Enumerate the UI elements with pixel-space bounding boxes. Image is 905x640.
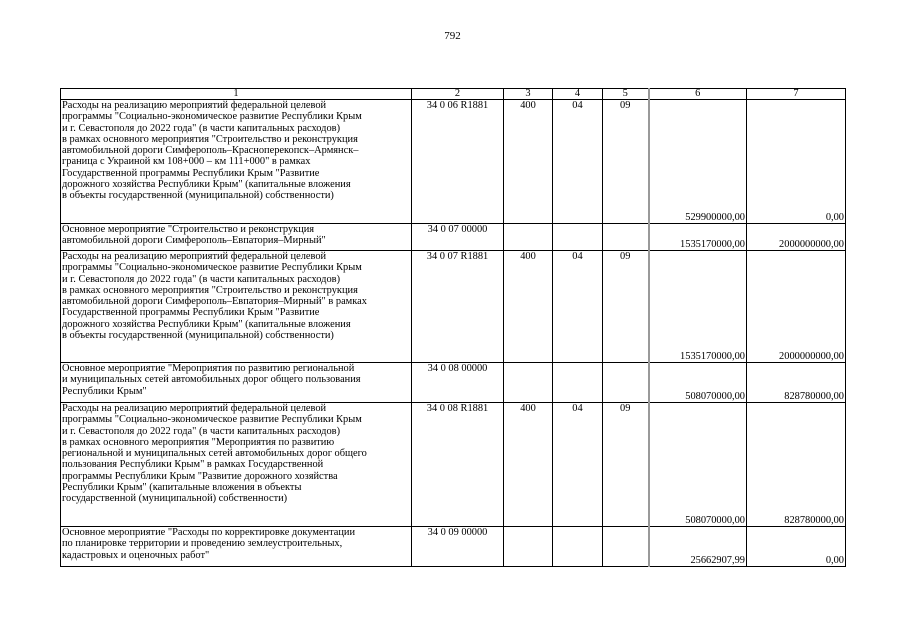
header-cell: 2: [411, 88, 504, 100]
amount-col7-cell: 2000000000,00: [746, 250, 846, 363]
description-line: Государственной программы Республики Кры…: [62, 307, 320, 319]
expense-type-cell: 400: [503, 250, 553, 363]
description-line: и г. Севастополя до 2022 года" (в части …: [62, 122, 341, 134]
expense-type-cell: 400: [503, 402, 553, 527]
section-cell: 04: [552, 402, 603, 527]
table-row: Основное мероприятие "Строительство и ре…: [60, 223, 846, 251]
amount-col6-cell: 25662907,99: [647, 526, 747, 567]
section-cell: 04: [552, 99, 603, 224]
header-cell: 4: [552, 88, 603, 100]
amount-col6-cell: 508070000,00: [647, 402, 747, 527]
expense-type-cell: [503, 223, 553, 251]
description-line: Основное мероприятие "Строительство и ре…: [62, 224, 315, 236]
subsection-cell: 09: [602, 250, 649, 363]
table-row: Расходы на реализацию мероприятий федера…: [60, 250, 846, 363]
description-line: по планировке территории и проведению зе…: [62, 538, 343, 550]
description-line: в объекты государственной (муниципальной…: [62, 330, 334, 342]
description-line: в рамках основного мероприятия "Мероприя…: [62, 436, 335, 448]
description-cell: Основное мероприятие "Строительство и ре…: [60, 223, 412, 251]
description-line: программы Республики Крым "Развитие доро…: [62, 470, 338, 482]
description-line: Расходы на реализацию мероприятий федера…: [62, 403, 327, 415]
description-cell: Основное мероприятие "Мероприятия по раз…: [60, 362, 412, 403]
description-line: Расходы на реализацию мероприятий федера…: [62, 100, 327, 112]
table-header-row: 1 2 3 4 5 6 7: [60, 88, 846, 100]
description-line: автомобильной дороги Симферополь–Евпатор…: [62, 235, 326, 247]
description-line: пользования Республики Крым" в рамках Го…: [62, 459, 324, 471]
amount-col7-cell: 2000000000,00: [746, 223, 846, 251]
code-cell: 34 0 07 00000: [411, 223, 504, 251]
description-line: Республики Крым": [62, 385, 147, 397]
amount-col7-cell: 0,00: [746, 99, 846, 224]
section-cell: [552, 362, 603, 403]
description-line: автомобильной дороги Симферополь–Евпатор…: [62, 296, 367, 308]
table-row: Основное мероприятие "Расходы по коррект…: [60, 526, 846, 567]
amount-col6-cell: 1535170000,00: [647, 250, 747, 363]
section-cell: 04: [552, 250, 603, 363]
code-cell: 34 0 07 R1881: [411, 250, 504, 363]
header-cell: 6: [647, 88, 747, 100]
expense-type-cell: 400: [503, 99, 553, 224]
description-line: Основное мероприятие "Мероприятия по раз…: [62, 363, 355, 375]
amount-col7-cell: 0,00: [746, 526, 846, 567]
description-line: программы "Социально-экономическое разви…: [62, 262, 362, 274]
description-line: в объекты государственной (муниципальной…: [62, 190, 334, 202]
description-line: в рамках основного мероприятия "Строител…: [62, 284, 358, 296]
header-cell: 1: [60, 88, 412, 100]
table-row: Расходы на реализацию мероприятий федера…: [60, 402, 846, 527]
section-cell: [552, 526, 603, 567]
description-line: и муниципальных сетей автомобильных доро…: [62, 374, 361, 386]
amount-col7-cell: 828780000,00: [746, 402, 846, 527]
code-cell: 34 0 08 R1881: [411, 402, 504, 527]
amount-col6-cell: 508070000,00: [647, 362, 747, 403]
page-number: 792: [444, 30, 461, 42]
expense-type-cell: [503, 362, 553, 403]
subsection-cell: [602, 223, 649, 251]
description-cell: Расходы на реализацию мероприятий федера…: [60, 250, 412, 363]
description-line: дорожного хозяйства Республики Крым" (ка…: [62, 318, 351, 330]
amount-col6-cell: 1535170000,00: [647, 223, 747, 251]
code-cell: 34 0 09 00000: [411, 526, 504, 567]
description-line: и г. Севастополя до 2022 года" (в части …: [62, 425, 341, 437]
description-line: автомобильной дороги Симферополь–Красноп…: [62, 145, 359, 157]
subsection-cell: [602, 362, 649, 403]
code-cell: 34 0 08 00000: [411, 362, 504, 403]
description-cell: Расходы на реализацию мероприятий федера…: [60, 402, 412, 527]
amount-col6-cell: 529900000,00: [647, 99, 747, 224]
budget-table: 1 2 3 4 5 6 7 Расходы на реализацию меро…: [60, 88, 846, 567]
section-cell: [552, 223, 603, 251]
description-line: и г. Севастополя до 2022 года" (в части …: [62, 273, 341, 285]
description-cell: Расходы на реализацию мероприятий федера…: [60, 99, 412, 224]
description-line: кадастровых и оценочных работ": [62, 549, 210, 561]
description-line: Республики Крым" (капитальные вложения в…: [62, 482, 302, 494]
subsection-cell: [602, 526, 649, 567]
description-line: Расходы на реализацию мероприятий федера…: [62, 251, 327, 263]
expense-type-cell: [503, 526, 553, 567]
description-line: Государственной программы Республики Кры…: [62, 167, 320, 179]
code-cell: 34 0 06 R1881: [411, 99, 504, 224]
description-line: Основное мероприятие "Расходы по коррект…: [62, 527, 356, 539]
amount-col7-cell: 828780000,00: [746, 362, 846, 403]
subsection-cell: 09: [602, 99, 649, 224]
header-cell: 3: [503, 88, 553, 100]
description-line: программы "Социально-экономическое разви…: [62, 414, 362, 426]
subsection-cell: 09: [602, 402, 649, 527]
description-cell: Основное мероприятие "Расходы по коррект…: [60, 526, 412, 567]
description-line: региональной и муниципальных сетей автом…: [62, 448, 367, 460]
header-cell: 7: [746, 88, 846, 100]
table-row: Основное мероприятие "Мероприятия по раз…: [60, 362, 846, 403]
description-line: дорожного хозяйства Республики Крым" (ка…: [62, 179, 351, 191]
description-line: программы "Социально-экономическое разви…: [62, 111, 362, 123]
header-cell: 5: [602, 88, 649, 100]
description-line: государственной (муниципальной) собствен…: [62, 493, 288, 505]
description-line: в рамках основного мероприятия "Строител…: [62, 133, 358, 145]
table-row: Расходы на реализацию мероприятий федера…: [60, 99, 846, 224]
description-line: граница с Украиной км 108+000 – км 111+0…: [62, 156, 311, 168]
